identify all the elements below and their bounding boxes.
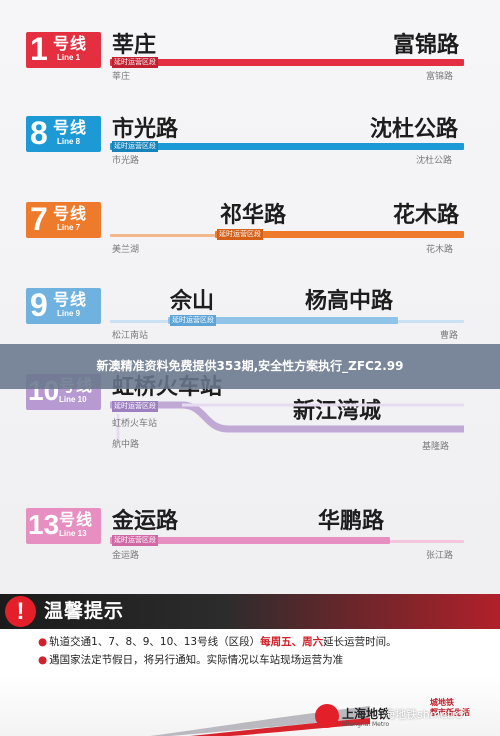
line-english: Line 1	[57, 53, 81, 62]
line-suffix: 号线	[53, 118, 88, 137]
terminal-from: 市光路	[112, 156, 140, 166]
watermark: 海地铁shmetro	[384, 708, 463, 721]
terminal-from: 莘庄	[112, 72, 131, 82]
line-bar	[110, 537, 390, 544]
line-bar	[110, 59, 464, 66]
line-suffix: 号线	[53, 290, 88, 309]
terminal-to: 曹路	[440, 331, 459, 341]
notice-title: 温馨提示	[44, 600, 125, 622]
line-10-track	[110, 401, 464, 444]
line-bar	[168, 317, 398, 324]
line-badge-7: 7 号线 Line 7	[26, 201, 101, 238]
terminal-from: 松江南站	[112, 331, 149, 341]
logo-subtext: Shanghai Metro	[342, 721, 390, 728]
line-bar	[398, 320, 464, 323]
line-bar	[110, 143, 464, 150]
terminal-to: 张江路	[426, 551, 454, 561]
line-english: Line 10	[59, 395, 87, 404]
terminal-from: 金运路	[112, 551, 140, 561]
line-bar	[110, 234, 215, 237]
metro-slogan-2: 都市新生活	[430, 708, 470, 717]
terminal-to: 基隆路	[422, 442, 450, 452]
shanghai-metro-logo-icon	[315, 704, 339, 728]
line-english: Line 9	[57, 309, 81, 318]
terminal-to: 沈杜公路	[416, 156, 453, 166]
line-suffix: 号线	[59, 510, 94, 529]
metro-slogan: 城地铁 都市新生活	[430, 698, 470, 718]
notice-highlight: 每周五、周六	[260, 636, 324, 648]
line-english: Line 7	[57, 223, 81, 232]
line-bar	[215, 231, 464, 238]
bullet-icon: ●	[38, 654, 48, 666]
line-bar	[110, 401, 464, 433]
metro-slogan-1: 城地铁	[430, 698, 454, 707]
line-number: 1	[30, 31, 48, 67]
extended-section-tag: 延时运营区段	[170, 315, 216, 326]
banner-text: 新澳精准资料免费提供353期,安全性方案执行_ZFC2.99	[96, 359, 404, 373]
logo-text: 上海地铁	[342, 707, 391, 721]
extended-section-tag: 延时运营区段	[217, 229, 263, 240]
terminal-from: 虹桥火车站	[112, 419, 158, 429]
from-station: 佘山	[170, 288, 215, 314]
title-banner: 新澳精准资料免费提供353期,安全性方案执行_ZFC2.99	[0, 344, 500, 389]
to-station: 新江湾城	[293, 398, 382, 424]
notice-text: 遇国家法定节假日，将另行通知。实际情况以车站现场运营为准	[49, 654, 344, 666]
line-bar	[110, 320, 168, 323]
notice-header: ! 温馨提示	[0, 594, 500, 629]
line-english: Line 13	[59, 529, 87, 538]
to-station: 富锦路	[393, 32, 460, 58]
notice-line-1: ● 轨道交通1、7、8、9、10、13号线（区段）每周五、周六延长运营时间。	[38, 635, 397, 649]
line-english: Line 8	[57, 137, 81, 146]
from-station: 金运路	[112, 508, 179, 534]
extended-section-tag: 延时运营区段	[112, 141, 158, 152]
line-badge-8: 8 号线 Line 8	[26, 115, 101, 152]
to-station: 杨高中路	[305, 288, 394, 314]
terminal-to: 富锦路	[426, 72, 454, 82]
terminal-to: 花木路	[426, 245, 454, 255]
bullet-icon: ●	[38, 636, 48, 648]
line-bar	[390, 540, 464, 543]
line-number: 13	[28, 509, 60, 540]
notice-body: ● 轨道交通1、7、8、9、10、13号线（区段）每周五、周六延长运营时间。 ● 遇…	[0, 629, 500, 675]
line-number: 8	[30, 115, 48, 151]
line-badge-9: 9 号线 Line 9	[26, 287, 101, 324]
notice-text: 轨道交通1、7、8、9、10、13号线（区段）	[49, 636, 261, 648]
line-suffix: 号线	[53, 34, 88, 53]
extended-section-tag: 延时运营区段	[112, 535, 158, 546]
line-badge-13: 13 号线 Line 13	[26, 508, 101, 544]
line-number: 9	[30, 287, 48, 323]
from-station: 市光路	[112, 116, 179, 142]
to-station: 华鹏路	[318, 508, 385, 534]
to-station: 花木路	[393, 202, 460, 228]
exclamation-icon: !	[5, 596, 36, 627]
notice-line-2: ● 遇国家法定节假日，将另行通知。实际情况以车站现场运营为准	[38, 653, 343, 667]
line-number: 7	[30, 201, 48, 237]
line-badge-1: 1 号线 Line 1	[26, 31, 101, 68]
notice-text: 延长运营时间。	[323, 636, 397, 648]
from-station: 祁华路	[220, 202, 287, 228]
terminal-from: 美兰湖	[112, 245, 140, 255]
from-station: 莘庄	[112, 32, 157, 58]
line-suffix: 号线	[53, 204, 88, 223]
extended-section-tag: 延时运营区段	[112, 401, 158, 412]
to-station: 沈杜公路	[370, 116, 459, 142]
extended-section-tag: 延时运营区段	[112, 57, 158, 68]
branch-terminal: 航中路	[112, 440, 140, 450]
